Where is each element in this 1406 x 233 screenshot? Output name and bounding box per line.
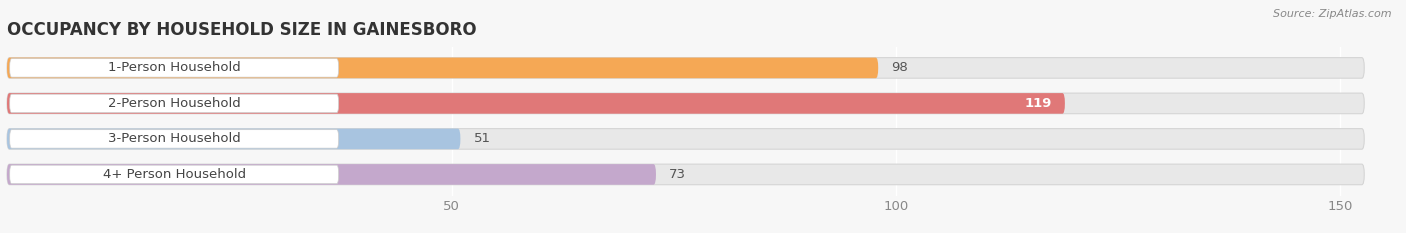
FancyBboxPatch shape [7,129,460,149]
Text: 4+ Person Household: 4+ Person Household [103,168,246,181]
Text: 73: 73 [669,168,686,181]
FancyBboxPatch shape [7,93,1064,114]
Text: 51: 51 [474,132,491,145]
FancyBboxPatch shape [10,165,339,184]
Text: Source: ZipAtlas.com: Source: ZipAtlas.com [1274,9,1392,19]
FancyBboxPatch shape [10,130,339,148]
Text: 2-Person Household: 2-Person Household [108,97,240,110]
Text: 119: 119 [1024,97,1052,110]
FancyBboxPatch shape [7,58,879,78]
FancyBboxPatch shape [7,93,1364,114]
Text: OCCUPANCY BY HOUSEHOLD SIZE IN GAINESBORO: OCCUPANCY BY HOUSEHOLD SIZE IN GAINESBOR… [7,21,477,39]
FancyBboxPatch shape [10,94,339,113]
FancyBboxPatch shape [7,58,1364,78]
FancyBboxPatch shape [7,164,1364,185]
FancyBboxPatch shape [10,59,339,77]
Text: 3-Person Household: 3-Person Household [108,132,240,145]
FancyBboxPatch shape [7,164,657,185]
FancyBboxPatch shape [7,129,1364,149]
Text: 98: 98 [891,62,908,74]
Text: 1-Person Household: 1-Person Household [108,62,240,74]
